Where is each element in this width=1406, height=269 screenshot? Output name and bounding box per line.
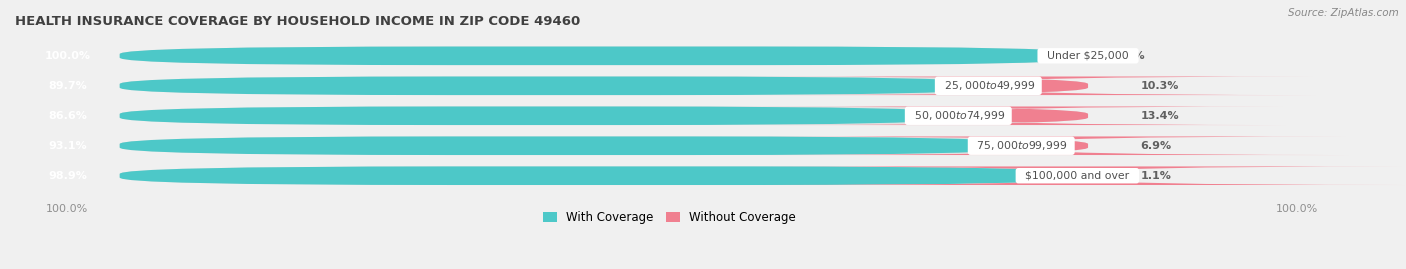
Legend: With Coverage, Without Coverage: With Coverage, Without Coverage — [538, 206, 800, 229]
FancyBboxPatch shape — [761, 136, 1348, 155]
Text: 93.1%: 93.1% — [48, 141, 87, 151]
Text: 10.3%: 10.3% — [1140, 81, 1178, 91]
FancyBboxPatch shape — [761, 107, 1285, 125]
Text: 89.7%: 89.7% — [48, 81, 87, 91]
FancyBboxPatch shape — [120, 47, 1088, 65]
Text: $75,000 to $99,999: $75,000 to $99,999 — [970, 139, 1071, 152]
Text: 100.0%: 100.0% — [45, 51, 90, 61]
Text: Source: ZipAtlas.com: Source: ZipAtlas.com — [1288, 8, 1399, 18]
FancyBboxPatch shape — [761, 76, 1316, 95]
Text: $100,000 and over: $100,000 and over — [1018, 171, 1136, 181]
Text: $25,000 to $49,999: $25,000 to $49,999 — [938, 79, 1039, 92]
Text: Under $25,000: Under $25,000 — [1040, 51, 1136, 61]
FancyBboxPatch shape — [120, 167, 1077, 185]
Text: 6.9%: 6.9% — [1140, 141, 1171, 151]
FancyBboxPatch shape — [120, 107, 1088, 125]
FancyBboxPatch shape — [120, 76, 988, 95]
Text: 98.9%: 98.9% — [48, 171, 87, 181]
FancyBboxPatch shape — [120, 47, 1088, 65]
FancyBboxPatch shape — [120, 76, 1088, 95]
FancyBboxPatch shape — [120, 167, 1088, 185]
FancyBboxPatch shape — [120, 136, 1021, 155]
Text: 86.6%: 86.6% — [48, 111, 87, 121]
Text: HEALTH INSURANCE COVERAGE BY HOUSEHOLD INCOME IN ZIP CODE 49460: HEALTH INSURANCE COVERAGE BY HOUSEHOLD I… — [15, 15, 581, 28]
FancyBboxPatch shape — [120, 107, 959, 125]
Text: $50,000 to $74,999: $50,000 to $74,999 — [907, 109, 1010, 122]
Text: 1.1%: 1.1% — [1140, 171, 1171, 181]
Text: 13.4%: 13.4% — [1140, 111, 1180, 121]
Text: 0.0%: 0.0% — [1114, 51, 1144, 61]
FancyBboxPatch shape — [761, 167, 1405, 185]
FancyBboxPatch shape — [120, 136, 1088, 155]
